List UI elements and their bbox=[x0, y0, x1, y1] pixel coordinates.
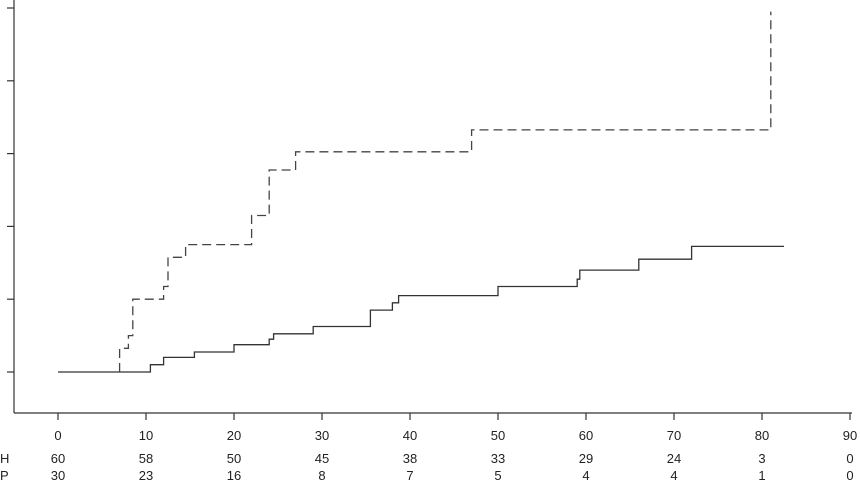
x-tick-label: 40 bbox=[403, 428, 417, 443]
risk-count: 1 bbox=[758, 468, 765, 483]
x-tick-label: 70 bbox=[667, 428, 681, 443]
risk-count: 24 bbox=[667, 451, 681, 466]
x-tick-label: 20 bbox=[227, 428, 241, 443]
x-tick-label: 50 bbox=[491, 428, 505, 443]
risk-count: 3 bbox=[758, 451, 765, 466]
risk-count: 5 bbox=[494, 468, 501, 483]
risk-count: 50 bbox=[227, 451, 241, 466]
risk-count: 4 bbox=[670, 468, 677, 483]
risk-count: 8 bbox=[318, 468, 325, 483]
series-line-dashed bbox=[118, 11, 772, 372]
series-lines bbox=[58, 11, 784, 373]
risk-count: 23 bbox=[139, 468, 153, 483]
risk-count: 7 bbox=[406, 468, 413, 483]
x-tick-label: 0 bbox=[54, 428, 61, 443]
x-tick-labels: 0 10 20 30 40 50 60 70 80 90 bbox=[54, 413, 857, 443]
risk-count: 0 bbox=[846, 468, 853, 483]
risk-count: 38 bbox=[403, 451, 417, 466]
risk-count: 60 bbox=[51, 451, 65, 466]
x-tick-label: 80 bbox=[755, 428, 769, 443]
risk-row-label: P bbox=[0, 468, 9, 483]
x-tick-label: 60 bbox=[579, 428, 593, 443]
x-tick-label: 30 bbox=[315, 428, 329, 443]
x-tick-label: 10 bbox=[139, 428, 153, 443]
axes bbox=[7, 0, 852, 414]
risk-table: H 60 58 50 45 38 33 29 24 3 0P 30 23 16 8 7 5 4 4 1 0 bbox=[0, 451, 854, 483]
series-line-solid bbox=[58, 245, 784, 373]
risk-count: 29 bbox=[579, 451, 593, 466]
risk-count: 33 bbox=[491, 451, 505, 466]
x-tick-label: 90 bbox=[843, 428, 857, 443]
risk-count: 4 bbox=[582, 468, 589, 483]
risk-count: 30 bbox=[51, 468, 65, 483]
risk-count: 0 bbox=[846, 451, 853, 466]
risk-count: 58 bbox=[139, 451, 153, 466]
risk-row-label: H bbox=[0, 451, 9, 466]
risk-count: 16 bbox=[227, 468, 241, 483]
risk-count: 45 bbox=[315, 451, 329, 466]
